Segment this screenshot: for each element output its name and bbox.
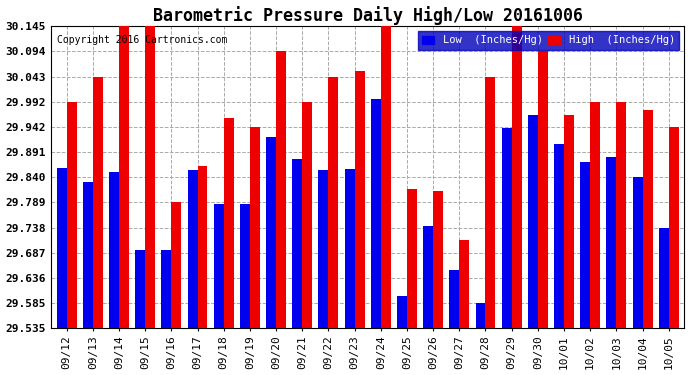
Bar bbox=[188, 170, 197, 328]
Bar bbox=[659, 228, 669, 328]
Bar bbox=[538, 51, 548, 328]
Bar bbox=[433, 191, 443, 328]
Text: Copyright 2016 Cartronics.com: Copyright 2016 Cartronics.com bbox=[57, 35, 228, 45]
Bar bbox=[328, 76, 338, 328]
Bar bbox=[344, 169, 355, 328]
Title: Barometric Pressure Daily High/Low 20161006: Barometric Pressure Daily High/Low 20161… bbox=[152, 6, 582, 24]
Bar bbox=[607, 157, 616, 328]
Bar bbox=[109, 172, 119, 328]
Bar bbox=[460, 240, 469, 328]
Bar bbox=[502, 128, 512, 328]
Bar bbox=[161, 250, 171, 328]
Bar bbox=[355, 70, 364, 328]
Bar bbox=[475, 303, 486, 328]
Bar bbox=[266, 137, 276, 328]
Bar bbox=[449, 270, 460, 328]
Bar bbox=[633, 177, 642, 328]
Bar bbox=[616, 102, 627, 328]
Bar bbox=[590, 102, 600, 328]
Bar bbox=[669, 127, 679, 328]
Bar bbox=[512, 26, 522, 328]
Bar bbox=[293, 159, 302, 328]
Bar bbox=[371, 99, 381, 328]
Bar bbox=[83, 182, 92, 328]
Bar bbox=[554, 144, 564, 328]
Bar bbox=[564, 115, 574, 328]
Bar bbox=[423, 226, 433, 328]
Bar bbox=[224, 118, 234, 328]
Bar bbox=[302, 102, 312, 328]
Bar bbox=[381, 26, 391, 328]
Bar bbox=[92, 76, 103, 328]
Bar bbox=[486, 76, 495, 328]
Bar bbox=[250, 127, 260, 328]
Bar bbox=[319, 170, 328, 328]
Bar bbox=[397, 296, 407, 328]
Bar bbox=[240, 204, 250, 328]
Bar bbox=[119, 26, 129, 328]
Bar bbox=[135, 250, 145, 328]
Bar bbox=[580, 162, 590, 328]
Bar bbox=[171, 202, 181, 328]
Bar bbox=[57, 168, 67, 328]
Legend: Low  (Inches/Hg), High  (Inches/Hg): Low (Inches/Hg), High (Inches/Hg) bbox=[417, 31, 679, 50]
Bar bbox=[197, 166, 208, 328]
Bar bbox=[528, 115, 538, 328]
Bar bbox=[214, 204, 224, 328]
Bar bbox=[276, 51, 286, 328]
Bar bbox=[642, 110, 653, 328]
Bar bbox=[407, 189, 417, 328]
Bar bbox=[145, 26, 155, 328]
Bar bbox=[67, 102, 77, 328]
